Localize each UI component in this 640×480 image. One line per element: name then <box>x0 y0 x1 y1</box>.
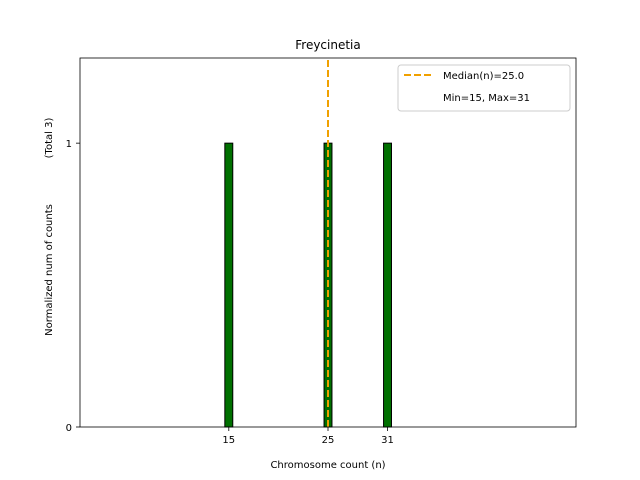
y-tick-label-0: 0 <box>66 423 72 434</box>
legend-range-label: Min=15, Max=31 <box>443 93 530 104</box>
bar-15 <box>224 142 234 428</box>
y-ticks: 01 <box>66 139 80 434</box>
x-tick-label-25: 25 <box>322 435 335 446</box>
y-axis-total-note: (Total 3) <box>44 118 55 159</box>
y-tick-label-1: 1 <box>66 139 72 150</box>
legend-median-label: Median(n)=25.0 <box>443 71 524 82</box>
bar-31 <box>383 142 392 428</box>
x-ticks: 15 25 31 <box>222 427 394 446</box>
x-tick-label-15: 15 <box>222 435 235 446</box>
legend-box <box>397 64 571 112</box>
y-axis-label: Normalized num of counts <box>44 204 55 336</box>
chart-title: Freycinetia <box>295 38 361 52</box>
x-axis-label: Chromosome count (n) <box>270 460 385 471</box>
legend: Median(n)=25.0 Min=15, Max=31 <box>397 64 571 112</box>
x-tick-label-31: 31 <box>381 435 394 446</box>
